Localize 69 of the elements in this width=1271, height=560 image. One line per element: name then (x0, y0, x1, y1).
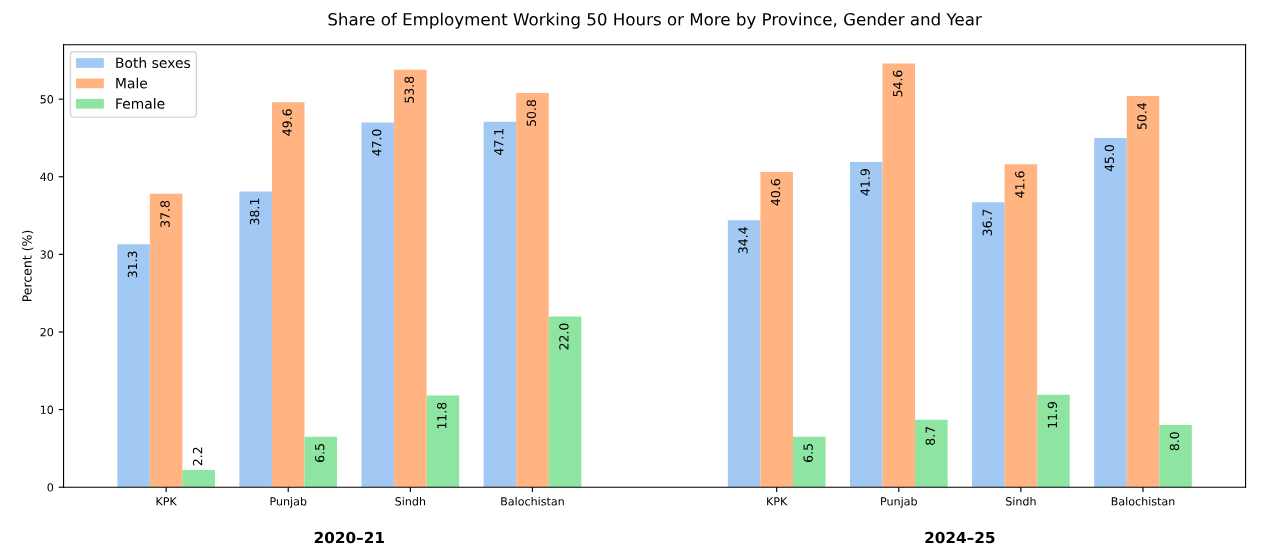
x-tick-label: Sindh (1005, 496, 1036, 506)
y-tick-label: 0 (47, 483, 54, 492)
data-label: 8.0 (1169, 432, 1180, 451)
data-label: 41.9 (860, 169, 870, 196)
bar (394, 69, 427, 488)
bar (727, 220, 761, 488)
bar (117, 244, 150, 488)
x-tick-label: Punjab (881, 496, 917, 508)
data-label: 34.4 (738, 227, 748, 254)
data-label: 11.8 (437, 402, 447, 429)
legend-label: Female (116, 98, 165, 109)
data-label: 47.0 (371, 129, 382, 156)
y-tick-label: 40 (40, 172, 54, 182)
bar (915, 419, 948, 488)
bar (516, 92, 549, 488)
data-label: 45.0 (1104, 144, 1115, 172)
bar (972, 202, 1005, 488)
data-label: 11.9 (1047, 401, 1058, 428)
data-label: 47.1 (494, 129, 504, 156)
legend-label: Both sexes (116, 57, 191, 69)
bar (1126, 96, 1160, 488)
bar (1004, 164, 1038, 488)
text: 2020–21 (314, 531, 384, 544)
bar (1037, 394, 1070, 488)
data-label: 41.6 (1015, 171, 1025, 198)
data-label: 2.2 (192, 447, 203, 466)
x-tick-label: Sindh (395, 496, 426, 506)
bar (239, 191, 272, 488)
data-label: 6.5 (803, 444, 813, 462)
bar (182, 470, 215, 488)
x-tick-label: KPK (767, 497, 788, 506)
data-label: 40.6 (770, 179, 781, 206)
y-tick-label: 20 (40, 327, 54, 337)
data-label: 49.6 (282, 109, 292, 136)
bar (849, 162, 883, 488)
bar (361, 122, 395, 488)
legend-label: Male (116, 77, 148, 89)
y-tick-label: 50 (40, 95, 54, 104)
x-tick-label: Balochistan (501, 496, 564, 506)
data-label: 53.8 (404, 76, 414, 103)
bar (426, 395, 460, 488)
x-tick-label: KPK (156, 497, 177, 506)
data-label: 22.0 (559, 323, 569, 350)
bar (304, 436, 338, 488)
bar (760, 172, 793, 488)
bar (882, 63, 916, 488)
data-label: 8.7 (925, 426, 935, 445)
text: 2024–25 (925, 531, 995, 544)
data-label: 31.3 (127, 251, 138, 278)
bar (1159, 425, 1192, 488)
data-label: 54.6 (892, 70, 903, 97)
bar (548, 316, 582, 488)
data-label: 50.4 (1137, 102, 1147, 130)
x-tick-label: Balochistan (1111, 496, 1175, 506)
x-tick-label: Punjab (270, 496, 307, 508)
y-tick-label: 10 (40, 405, 54, 414)
data-label: 50.8 (526, 99, 537, 126)
bar (792, 436, 826, 488)
chart-title: Share of Employment Working 50 Hours or More by Province, Gender and Year (328, 12, 982, 29)
bar (149, 193, 183, 488)
bar (1094, 137, 1127, 488)
data-label: 36.7 (982, 209, 992, 236)
bar (483, 121, 517, 488)
y-axis-title: Percent (%) (22, 230, 34, 302)
data-label: 38.1 (249, 198, 260, 225)
data-label: 37.8 (160, 200, 170, 227)
y-tick-label: 30 (40, 250, 54, 259)
bar (271, 102, 305, 488)
data-label: 6.5 (314, 444, 325, 462)
